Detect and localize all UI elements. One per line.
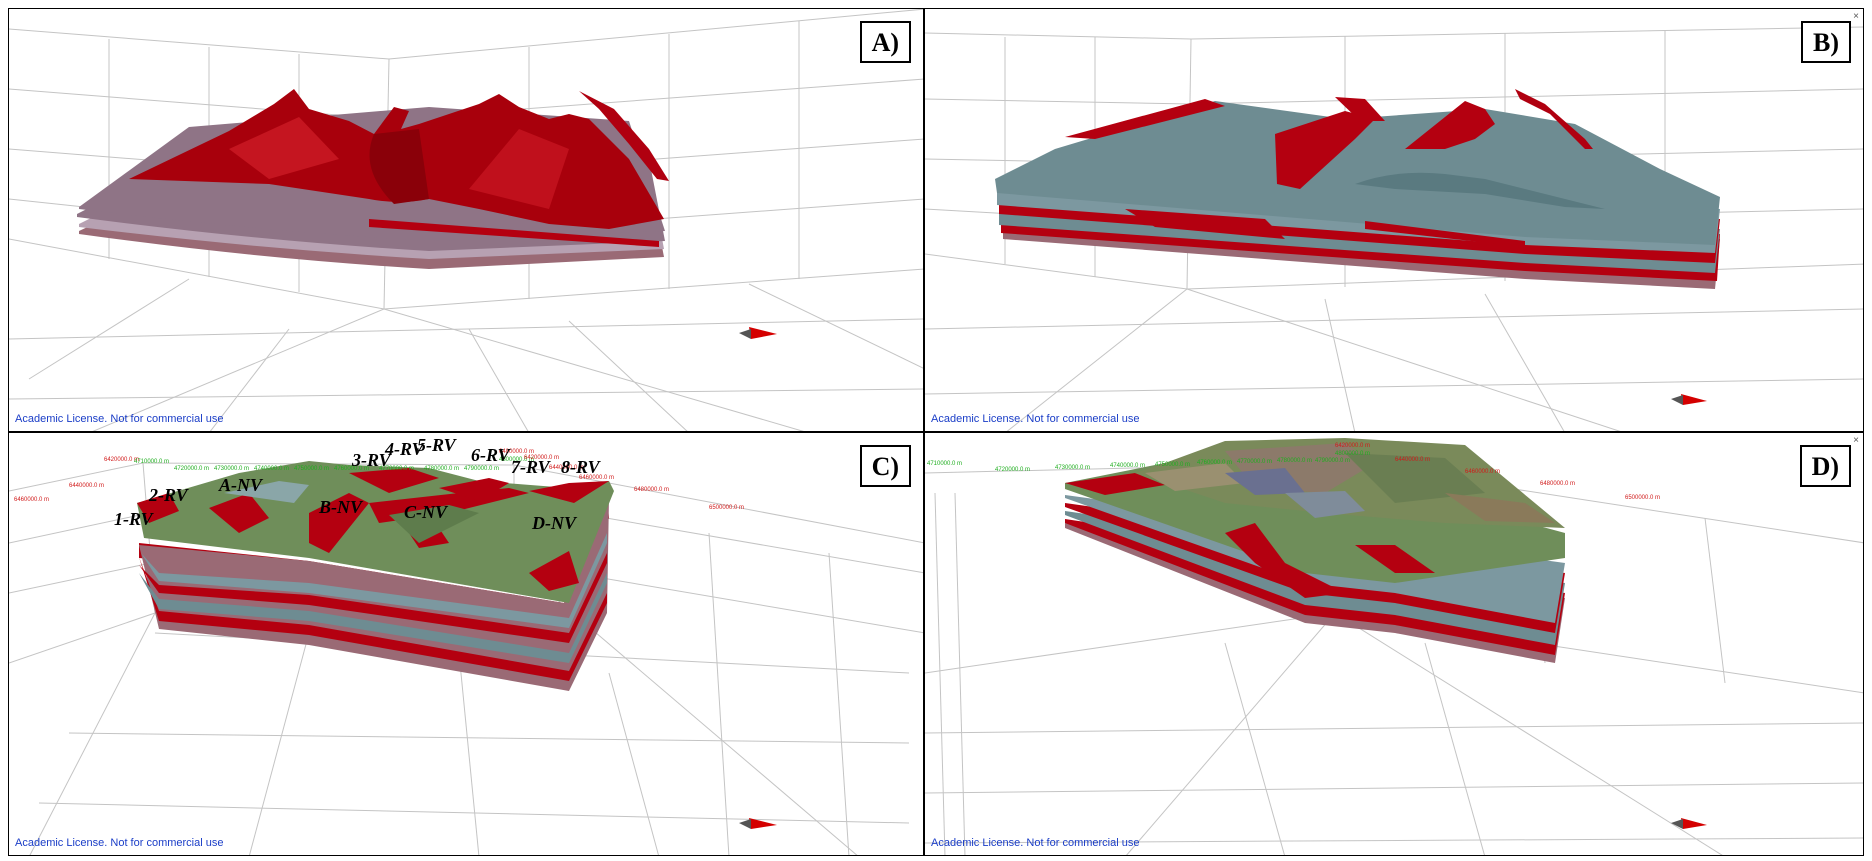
tick-label: 6440000.0 m (1395, 457, 1430, 463)
unit-label: 1-RV (114, 509, 155, 529)
orientation-arrow-a (739, 327, 777, 339)
panel-c: 6420000.0 m 4710000.0 m 4720000.0 m 4730… (8, 432, 924, 856)
unit-label: 3-RV (351, 450, 393, 470)
model-view-c: 6420000.0 m 4710000.0 m 4720000.0 m 4730… (9, 435, 923, 855)
panel-b: B) Academic License. Not for commercial … (924, 8, 1864, 432)
tick-label: 4720000.0 m (174, 466, 209, 472)
tick-label: 4770000.0 m (1237, 459, 1272, 465)
unit-label: 7-RV (511, 457, 552, 477)
tick-label: 4710000.0 m (927, 461, 962, 467)
fault-surfaces-a (129, 89, 669, 229)
axis-ticks-d: 4710000.0 m 4720000.0 m 4730000.0 m 4740… (927, 443, 1660, 501)
tick-label: 4790000.0 m (1315, 458, 1350, 464)
unit-label: 5-RV (417, 435, 458, 455)
license-notice-c: Academic License. Not for commercial use (15, 837, 224, 849)
unit-label: A-NV (218, 475, 264, 495)
tick-label: 4760000.0 m (334, 466, 369, 472)
axis-ticks-c: 6420000.0 m 4710000.0 m 4720000.0 m 4730… (14, 449, 744, 511)
layer-stack-d (1065, 438, 1565, 663)
panel-a: A) Academic License. Not for commercial … (8, 8, 924, 432)
orientation-arrow-c (739, 818, 777, 829)
tick-label: 6460000.0 m (579, 475, 614, 481)
orientation-arrow-b (1671, 394, 1707, 405)
panel-label-d: D) (1799, 445, 1851, 487)
unit-label: 2-RV (148, 485, 190, 505)
panel-label-b: B) (1801, 21, 1851, 63)
panel-label-a: A) (859, 21, 911, 63)
unit-label: C-NV (404, 502, 449, 522)
license-notice-d: Academic License. Not for commercial use (931, 837, 1140, 849)
panel-d: 4710000.0 m 4720000.0 m 4730000.0 m 4740… (924, 432, 1864, 856)
tick-label: 6480000.0 m (634, 487, 669, 493)
tick-label: 6420000.0 m (104, 457, 139, 463)
tick-label: 6500000.0 m (1625, 495, 1660, 501)
tick-label: 4800000.0 m (499, 457, 534, 463)
tick-label: 6460000.0 m (14, 497, 49, 503)
tick-label: 6480000.0 m (1540, 481, 1575, 487)
unit-label: 8-RV (561, 457, 602, 477)
tick-label: 6420000.0 m (1335, 443, 1370, 449)
tick-label: 6440000.0 m (69, 483, 104, 489)
tick-label: 4780000.0 m (424, 466, 459, 472)
tick-label: 4770000.0 m (379, 466, 414, 472)
tick-label: 4800000.0 m (1335, 451, 1370, 457)
unit-label: 6-RV (471, 445, 512, 465)
layer-stack-b (995, 89, 1720, 289)
close-icon[interactable]: × (1853, 11, 1859, 22)
panel-label-c: C) (859, 445, 911, 487)
unit-label: B-NV (318, 497, 364, 517)
unit-label: 4-RV (384, 439, 426, 459)
model-view-d: 4710000.0 m 4720000.0 m 4730000.0 m 4740… (925, 438, 1863, 855)
license-notice-b: Academic License. Not for commercial use (931, 413, 1140, 425)
tick-label: 4730000.0 m (1055, 465, 1090, 471)
unit-label: D-NV (531, 513, 578, 533)
tick-label: 4750000.0 m (1155, 462, 1190, 468)
tick-label: 4740000.0 m (254, 466, 289, 472)
close-icon[interactable]: × (1853, 435, 1859, 446)
tick-label: 4780000.0 m (1277, 458, 1312, 464)
tick-label: 4730000.0 m (214, 466, 249, 472)
tick-label: 6500000.0 m (709, 505, 744, 511)
tick-label: 6460000.0 m (1465, 469, 1500, 475)
tick-label: 4720000.0 m (995, 467, 1030, 473)
tick-label: 4760000.0 m (1197, 460, 1232, 466)
tick-label: 4750000.0 m (294, 466, 329, 472)
tick-label: 4710000.0 m (134, 459, 169, 465)
orientation-arrow-d (1671, 818, 1707, 829)
tick-label: 6420000.0 m (524, 455, 559, 461)
layer-stack-c (137, 461, 614, 691)
unit-labels-c: 1-RV 2-RV A-NV 3-RV 4-RV 5-RV 6-RV 7-RV … (114, 435, 602, 533)
tick-label: 6440000.0 m (549, 465, 584, 471)
model-view-a (9, 9, 923, 431)
model-view-b (925, 26, 1863, 431)
tick-label: 4790000.0 m (464, 466, 499, 472)
license-notice-a: Academic License. Not for commercial use (15, 413, 224, 425)
tick-label: 4740000.0 m (1110, 463, 1145, 469)
tick-label: 6480000.0 m (499, 449, 534, 455)
